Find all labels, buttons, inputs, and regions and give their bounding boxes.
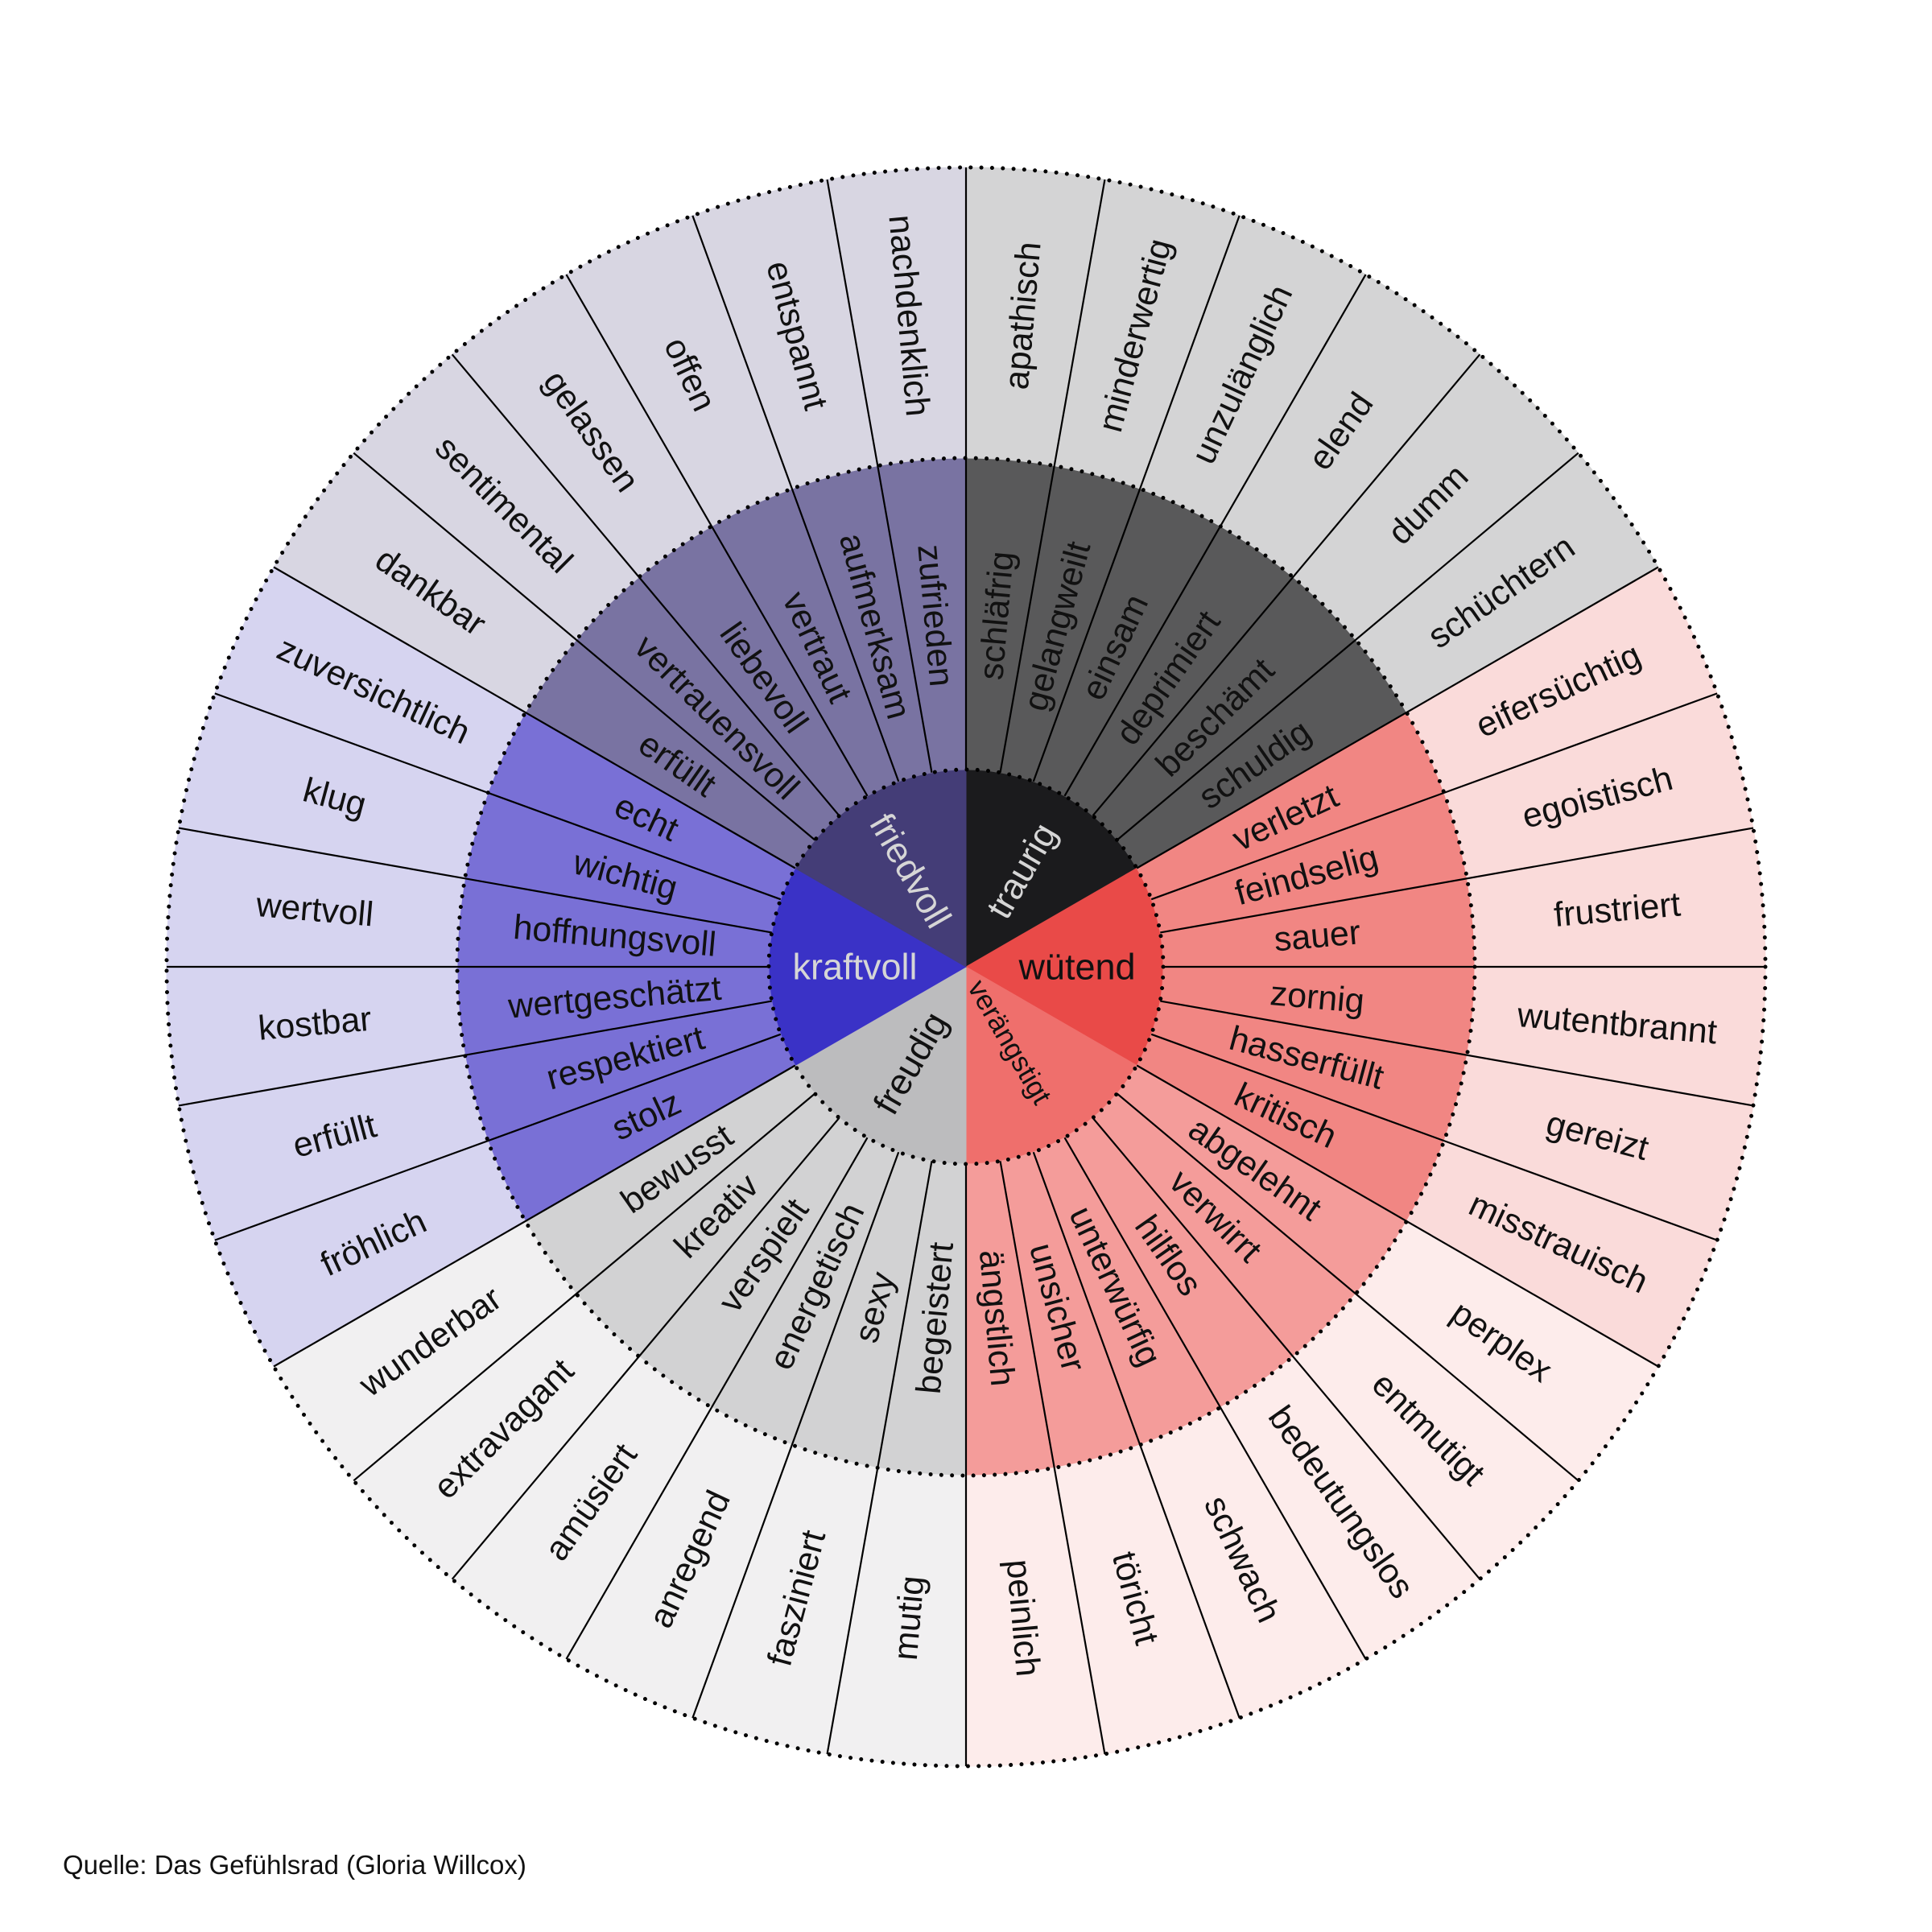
svg-text:sauer: sauer	[1273, 913, 1362, 959]
svg-text:zornig: zornig	[1269, 974, 1366, 1021]
svg-text:wütend: wütend	[1018, 947, 1135, 988]
svg-text:kraftvoll: kraftvoll	[792, 947, 917, 988]
svg-text:Quelle: Das Gefühlsrad (Gloria: Quelle: Das Gefühlsrad (Gloria Willcox)	[63, 1850, 526, 1880]
svg-text:mutig: mutig	[886, 1574, 932, 1662]
